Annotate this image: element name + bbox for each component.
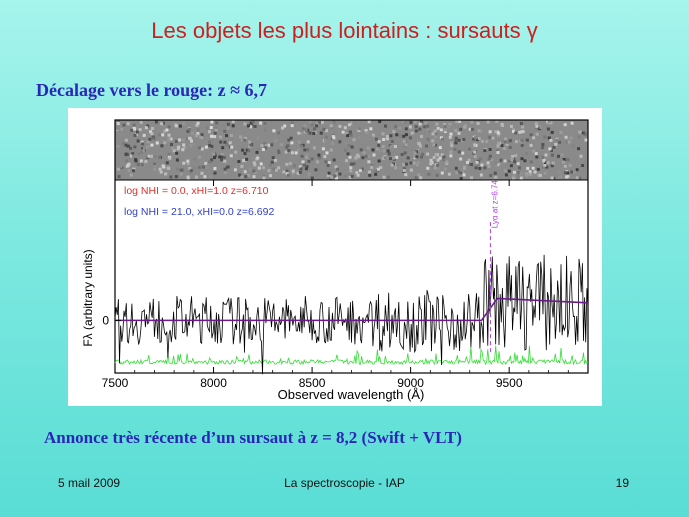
- x-tick-label: 7500: [102, 376, 129, 390]
- footer-title: La spectroscopie - IAP: [284, 476, 405, 490]
- spectrum-figure: Lyα at z=6.74 7500 8000 8500 9000 9500 0 log …: [68, 108, 602, 406]
- slide-title: Les objets les plus lointains : sursauts…: [151, 18, 538, 43]
- announcement: Annonce très récente d’un sursaut à z = …: [44, 428, 462, 447]
- x-tick-label: 8500: [299, 376, 326, 390]
- y-tick-label: 0: [102, 313, 109, 327]
- x-axis-label: Observed wavelength (Å): [278, 387, 425, 402]
- redshift-subtitle: Décalage vers le rouge: z ≈ 6,7: [36, 80, 267, 100]
- error-spectrum-line: [114, 345, 589, 366]
- x-tick-label: 8000: [200, 376, 227, 390]
- flux-spectrum-line: [114, 254, 589, 375]
- 2d-spectrum-strip: [115, 120, 588, 180]
- model-line: [115, 297, 589, 322]
- legend-entry-red: log NHI = 0.0, xHI=1.0 z=6.710: [124, 185, 269, 197]
- axis-ticks: 7500 8000 8500 9000 9500 0: [102, 180, 569, 390]
- lyman-alpha-label: Lyα at z=6.74: [490, 180, 499, 229]
- spectrum-chart: Lyα at z=6.74 7500 8000 8500 9000 9500 0 log …: [81, 119, 589, 402]
- legend-entry-blue: log NHI = 21.0, xHI=0.0 z=6.692: [124, 206, 274, 218]
- footer-date: 5 mail 2009: [58, 476, 121, 490]
- x-tick-label: 9500: [496, 376, 523, 390]
- x-tick-label: 9000: [397, 376, 424, 390]
- page-number: 19: [615, 476, 629, 490]
- y-axis-label: Fλ (arbitrary units): [81, 249, 95, 346]
